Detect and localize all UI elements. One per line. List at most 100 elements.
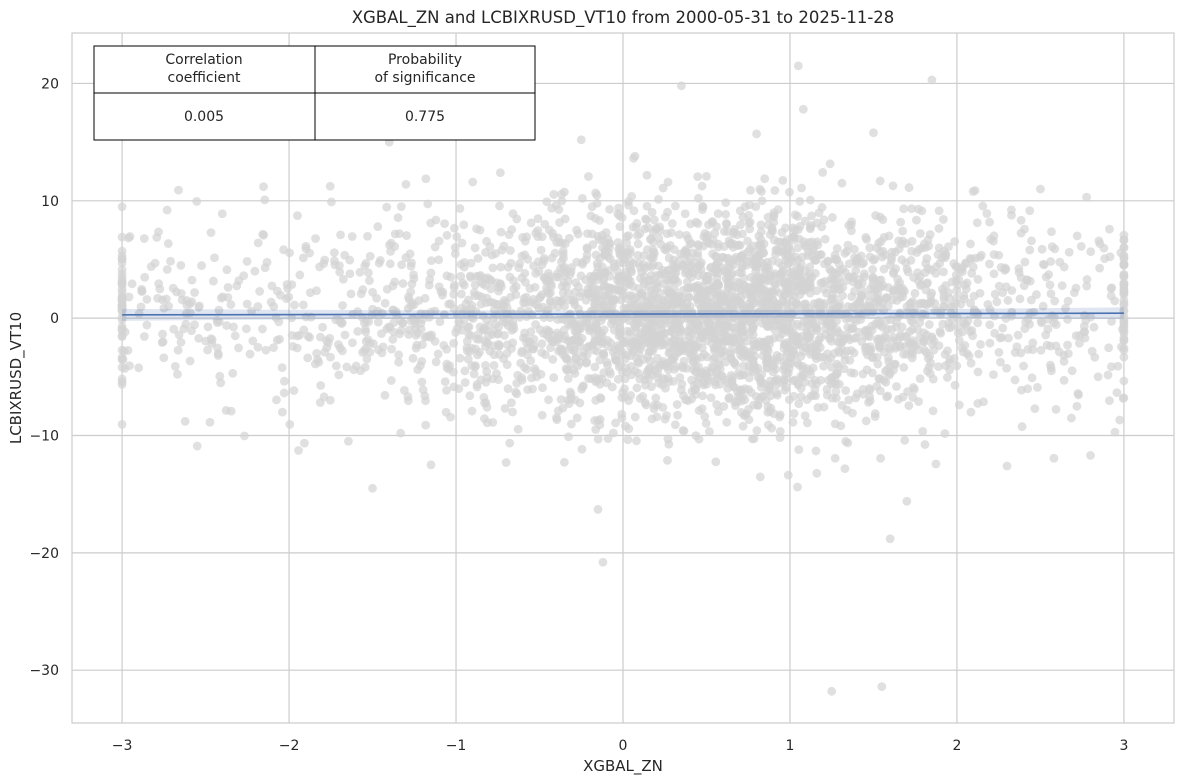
data-point [811, 391, 820, 401]
data-point [883, 301, 893, 311]
data-point [170, 361, 180, 371]
data-point [756, 220, 766, 230]
data-point [1017, 422, 1027, 431]
data-point [946, 302, 955, 312]
data-point [629, 206, 639, 216]
data-point [206, 228, 216, 238]
data-point [1072, 231, 1082, 241]
data-point [529, 299, 539, 308]
data-point [704, 319, 714, 329]
data-point [875, 176, 885, 186]
data-point [624, 200, 633, 210]
data-point [732, 293, 742, 303]
data-point [855, 296, 864, 306]
data-point [464, 322, 474, 332]
data-point [707, 218, 717, 227]
data-point [385, 322, 395, 332]
data-point [1050, 296, 1060, 306]
data-point [288, 342, 298, 351]
data-point [752, 426, 762, 435]
data-point [744, 218, 754, 228]
data-point [766, 391, 776, 401]
data-point [505, 246, 515, 255]
data-point [729, 227, 739, 237]
data-point [643, 223, 653, 233]
data-point [639, 251, 649, 261]
data-point [287, 313, 297, 323]
data-point [775, 433, 785, 443]
data-point [998, 323, 1008, 333]
data-point [622, 232, 631, 241]
y-axis-label: LCBIXRUSD_VT10 [7, 312, 26, 444]
data-point [738, 370, 747, 380]
data-point [269, 343, 278, 353]
data-point [755, 472, 765, 482]
data-point [680, 336, 690, 346]
stats-table: Correlation coefficient Probability of sign… [93, 45, 536, 141]
data-point [1050, 244, 1060, 254]
data-point [347, 232, 357, 241]
data-point [1107, 316, 1116, 326]
data-point [620, 282, 630, 292]
data-point [835, 338, 845, 348]
data-point [675, 373, 685, 382]
data-point [892, 382, 901, 391]
data-point [878, 322, 888, 332]
data-point [142, 320, 152, 330]
data-point [522, 232, 532, 242]
data-point [468, 314, 478, 323]
data-point [295, 330, 305, 340]
data-point [192, 197, 202, 206]
data-point [658, 356, 668, 366]
data-point [944, 242, 953, 251]
data-point [340, 250, 350, 260]
data-point [584, 172, 593, 181]
data-point [935, 258, 945, 268]
data-point [893, 394, 903, 404]
data-point [230, 331, 240, 341]
data-point [1106, 291, 1116, 301]
data-point [693, 172, 703, 182]
data-point [819, 361, 828, 371]
data-point [750, 248, 760, 258]
data-point [544, 289, 554, 299]
data-point [632, 436, 641, 446]
data-point [174, 330, 184, 340]
data-point [555, 330, 565, 340]
data-point [279, 388, 289, 398]
data-point [909, 273, 919, 282]
data-point [687, 239, 696, 248]
data-point [537, 348, 547, 357]
data-point [277, 363, 287, 373]
data-point [1086, 247, 1096, 257]
data-point [978, 201, 988, 211]
data-point [741, 260, 751, 270]
data-point [899, 363, 909, 372]
data-point [1063, 315, 1072, 324]
data-point [780, 251, 790, 260]
data-point [450, 243, 460, 252]
data-point [536, 369, 546, 379]
data-point [648, 289, 658, 299]
data-point [390, 229, 400, 239]
x-tick-label: −3 [112, 738, 133, 754]
data-point [455, 204, 465, 213]
data-point [1036, 184, 1045, 194]
data-point [884, 231, 894, 241]
data-point [682, 363, 692, 373]
data-point [514, 263, 524, 272]
stats-table-header: Correlation coefficient [165, 52, 242, 86]
data-point [1001, 314, 1011, 323]
data-point [994, 347, 1004, 357]
data-point [1119, 343, 1129, 353]
data-point [434, 255, 444, 265]
data-point [724, 279, 734, 289]
data-point [831, 255, 841, 264]
data-point [1119, 333, 1129, 343]
data-point [662, 411, 671, 420]
data-point [279, 376, 289, 386]
data-point [866, 303, 876, 313]
data-point [606, 369, 615, 379]
data-point [539, 313, 549, 322]
data-point [985, 259, 994, 269]
